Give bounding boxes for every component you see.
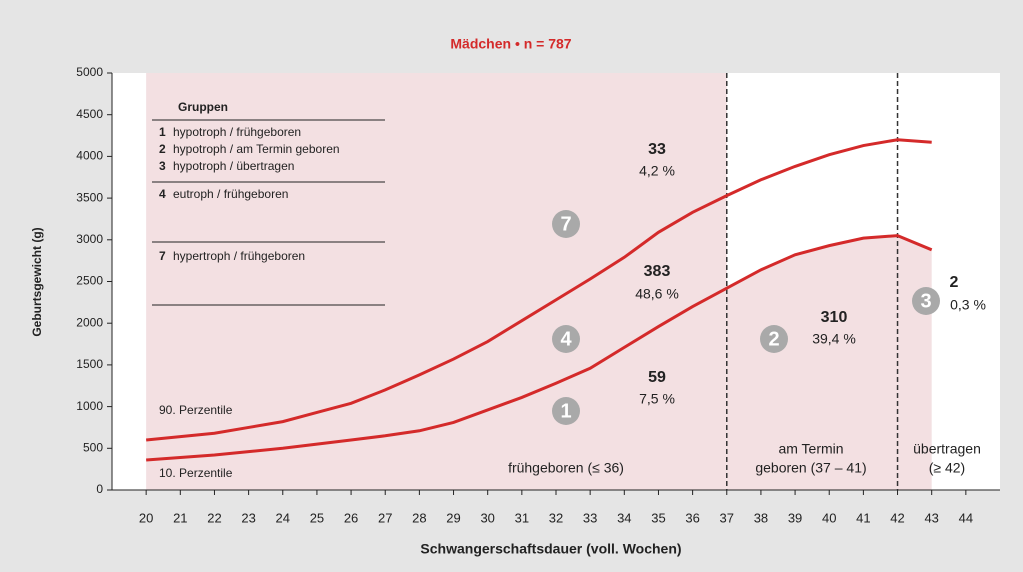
- legend-num: 1: [159, 125, 166, 139]
- x-tick-label: 31: [515, 510, 529, 525]
- region-label: frühgeboren (≤ 36): [508, 460, 624, 476]
- annotation-count: 59: [648, 369, 666, 386]
- group-marker-label: 3: [920, 290, 931, 312]
- group-marker: [912, 287, 940, 315]
- annotation-percent: 39,4 %: [812, 331, 856, 347]
- percentile-line: [146, 234, 933, 462]
- x-tick-label: 29: [446, 510, 460, 525]
- y-tick-label: 0: [96, 482, 103, 496]
- region-label: (≥ 42): [929, 460, 965, 476]
- group-marker: [552, 397, 580, 425]
- x-tick-label: 35: [651, 510, 665, 525]
- percentile-line: [146, 138, 932, 442]
- region-label: geboren (37 – 41): [755, 460, 866, 476]
- group-marker: [760, 325, 788, 353]
- series-label: 90. Perzentile: [159, 403, 233, 417]
- legend-label: hypotroph / frühgeboren: [173, 125, 301, 139]
- x-tick-label: 27: [378, 510, 392, 525]
- region-label: am Termin: [778, 441, 843, 457]
- group-marker: [552, 325, 580, 353]
- annotation-count: 310: [821, 309, 848, 326]
- x-tick-label: 32: [549, 510, 563, 525]
- annotation-percent: 0,3 %: [950, 297, 986, 313]
- legend-label: hypotroph / übertragen: [173, 159, 294, 173]
- shaded-area: [726, 235, 932, 490]
- chart-title: Mädchen • n = 787: [450, 36, 571, 52]
- series-label: 10. Perzentile: [159, 466, 233, 480]
- legend-num: 4: [159, 187, 166, 201]
- annotation-percent: 48,6 %: [635, 286, 679, 302]
- x-tick-label: 44: [959, 510, 973, 525]
- x-tick-label: 30: [480, 510, 494, 525]
- x-tick-label: 26: [344, 510, 358, 525]
- group-marker-label: 7: [560, 213, 571, 235]
- group-marker-label: 1: [560, 400, 571, 422]
- x-tick-label: 20: [139, 510, 153, 525]
- legend-num: 7: [159, 249, 166, 263]
- x-tick-label: 41: [856, 510, 870, 525]
- legend-label: eutroph / frühgeboren: [173, 187, 288, 201]
- x-tick-label: 43: [924, 510, 938, 525]
- y-tick-label: 4500: [76, 107, 103, 121]
- legend-num: 3: [159, 159, 166, 173]
- annotation-percent: 4,2 %: [639, 163, 675, 179]
- group-marker-label: 2: [768, 328, 779, 350]
- x-tick-label: 38: [754, 510, 768, 525]
- x-tick-label: 40: [822, 510, 836, 525]
- x-axis-title: Schwangerschaftsdauer (voll. Wochen): [420, 541, 681, 557]
- y-tick-label: 3500: [76, 190, 103, 204]
- x-tick-label: 34: [617, 510, 631, 525]
- x-tick-label: 25: [310, 510, 324, 525]
- x-tick-label: 37: [720, 510, 734, 525]
- x-tick-label: 23: [241, 510, 255, 525]
- y-axis-title: Geburtsgewicht (g): [30, 227, 44, 336]
- shaded-region: [146, 73, 727, 490]
- legend-label: hypotroph / am Termin geboren: [173, 142, 340, 156]
- annotation-count: 33: [648, 141, 666, 158]
- x-tick-label: 22: [207, 510, 221, 525]
- y-tick-label: 1500: [76, 357, 103, 371]
- region-label: übertragen: [913, 441, 981, 457]
- y-tick-label: 5000: [76, 65, 103, 79]
- annotation-count: 2: [950, 274, 959, 291]
- y-tick-label: 500: [83, 440, 103, 454]
- annotation-count: 383: [644, 263, 671, 280]
- annotation-percent: 7,5 %: [639, 391, 675, 407]
- x-tick-label: 28: [412, 510, 426, 525]
- x-tick-label: 36: [685, 510, 699, 525]
- legend-label: hypertroph / frühgeboren: [173, 249, 305, 263]
- group-marker: [552, 210, 580, 238]
- group-marker-label: 4: [560, 328, 572, 350]
- y-tick-label: 1000: [76, 399, 103, 413]
- y-tick-label: 2000: [76, 315, 103, 329]
- legend-title: Gruppen: [178, 100, 228, 114]
- x-tick-label: 42: [890, 510, 904, 525]
- y-tick-label: 4000: [76, 149, 103, 163]
- x-tick-label: 39: [788, 510, 802, 525]
- x-tick-label: 24: [276, 510, 290, 525]
- y-tick-label: 2500: [76, 274, 103, 288]
- legend-num: 2: [159, 142, 166, 156]
- x-tick-label: 21: [173, 510, 187, 525]
- x-tick-label: 33: [583, 510, 597, 525]
- y-tick-label: 3000: [76, 232, 103, 246]
